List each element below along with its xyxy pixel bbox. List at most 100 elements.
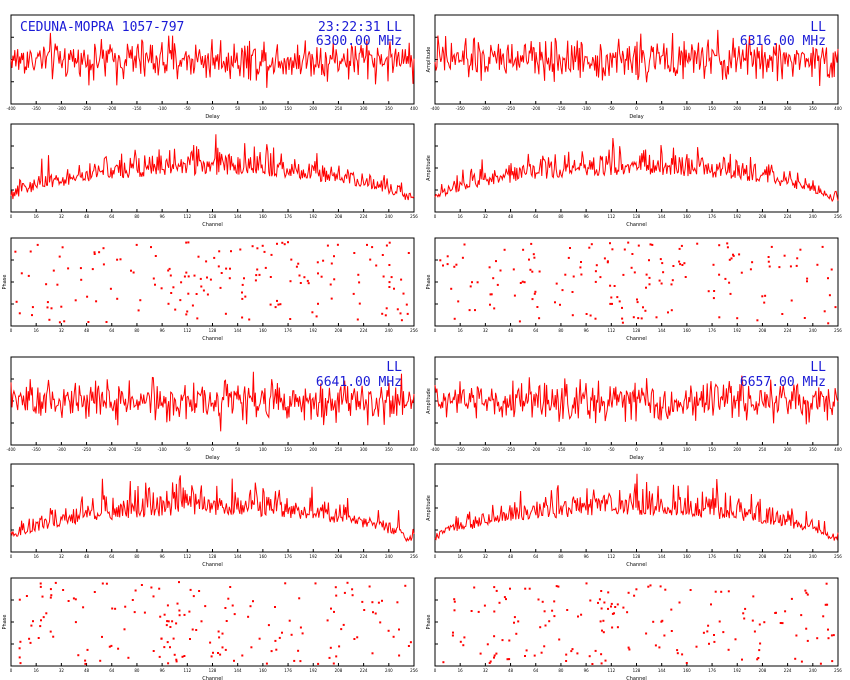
phase-point: [728, 258, 731, 261]
phase-point: [45, 612, 48, 615]
x-tick-label: -50: [184, 447, 191, 452]
x-tick-label: 150: [284, 106, 292, 111]
phase-point: [396, 601, 399, 604]
x-tick-label: 300: [784, 106, 792, 111]
phase-point: [72, 597, 75, 600]
phase-point: [651, 243, 654, 246]
x-tick-label: 64: [109, 554, 115, 559]
x-tick-label: 208: [759, 554, 767, 559]
x-tick-label: 16: [34, 214, 40, 219]
phase-point: [46, 306, 49, 309]
phase-point: [528, 587, 531, 590]
phase-point: [758, 623, 761, 626]
x-axis-label: Channel: [626, 336, 647, 342]
phase-point: [116, 297, 119, 300]
phase-point: [295, 265, 298, 268]
x-tick-label: -200: [107, 106, 117, 111]
phase-point: [493, 586, 496, 589]
phase-point: [724, 277, 727, 280]
phase-point: [402, 292, 405, 295]
x-tick-label: -50: [184, 106, 191, 111]
phase-point: [340, 628, 343, 631]
x-axis-label: Channel: [626, 222, 647, 228]
x-tick-label: 50: [659, 447, 665, 452]
x-tick-label: 16: [34, 554, 40, 559]
phase-point: [515, 632, 518, 635]
phase-point: [599, 276, 602, 279]
phase-point: [206, 293, 209, 296]
phase-point: [453, 317, 456, 320]
phase-point: [74, 621, 77, 624]
phase-point: [171, 620, 174, 623]
phase-point: [676, 652, 679, 655]
phase-point: [293, 659, 296, 662]
phase-point: [579, 266, 582, 269]
phase-point: [474, 309, 476, 312]
phase-point: [834, 306, 837, 309]
phase-point: [278, 636, 281, 639]
x-tick-label: 100: [683, 106, 691, 111]
phase-point: [463, 636, 466, 639]
x-tick-label: 256: [834, 554, 842, 559]
x-tick-label: 112: [607, 328, 615, 333]
phase-point: [567, 256, 570, 259]
phase-point: [826, 603, 829, 606]
phase-point: [543, 645, 546, 648]
amplitude-trace: [10, 371, 415, 432]
phase-point: [62, 589, 65, 591]
phase-point: [830, 268, 833, 271]
freq-label-6300: 6300.00 MHz: [316, 34, 402, 49]
phase-point: [631, 253, 634, 255]
phase-point: [588, 246, 591, 249]
phase-point: [538, 317, 541, 320]
panel-6316-phase: 0 16 32 48 64 80 96 112 128 144 160 176 192 208 224 240…: [426, 237, 842, 342]
phase-point: [298, 274, 301, 277]
phase-point: [622, 273, 625, 276]
x-tick-label: -300: [481, 106, 491, 111]
phase-point: [576, 652, 579, 655]
phase-point: [269, 276, 272, 278]
x-tick-label: 350: [385, 447, 393, 452]
phase-point: [714, 590, 717, 593]
phase-point: [109, 287, 112, 290]
phase-point: [258, 637, 261, 640]
phase-point: [18, 656, 21, 659]
phase-point: [819, 662, 822, 665]
phase-point: [585, 313, 588, 315]
phase-point: [274, 639, 277, 642]
phase-point: [710, 603, 712, 606]
phase-point: [30, 624, 33, 627]
x-tick-label: 128: [209, 668, 217, 673]
phase-point: [621, 317, 624, 320]
phase-point: [169, 646, 171, 649]
phase-point: [163, 646, 166, 649]
phase-point: [233, 659, 235, 662]
phase-point: [54, 581, 57, 584]
phase-point: [219, 286, 222, 289]
phase-point: [637, 317, 640, 320]
x-tick-label: 50: [235, 106, 241, 111]
phase-point: [191, 304, 194, 307]
x-tick-label: -300: [57, 106, 67, 111]
phase-point: [533, 654, 536, 657]
phase-point: [220, 272, 223, 274]
phase-point: [561, 289, 564, 292]
x-tick-label: -350: [32, 447, 42, 452]
x-tick-label: 16: [34, 668, 40, 673]
phase-point: [371, 601, 374, 604]
phase-point: [468, 309, 471, 312]
phase-point: [503, 248, 506, 251]
phase-point: [655, 316, 658, 319]
x-tick-label: 160: [683, 214, 691, 219]
phase-point: [74, 299, 77, 302]
phase-point: [495, 652, 498, 655]
phase-point: [332, 662, 335, 665]
phase-point: [388, 241, 391, 244]
phase-point: [283, 243, 286, 246]
y-axis-label: Phase: [2, 275, 8, 290]
phase-point: [49, 588, 52, 591]
phase-point: [91, 268, 94, 271]
phase-point: [19, 662, 22, 665]
phase-point: [154, 283, 156, 286]
x-tick-label: 176: [708, 554, 716, 559]
